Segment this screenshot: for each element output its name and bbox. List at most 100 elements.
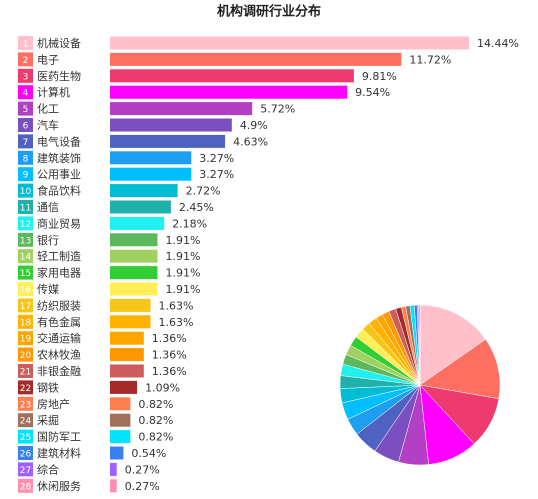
value-label: 5.72% (260, 103, 295, 116)
rank: 4 (23, 89, 29, 99)
bar (110, 216, 165, 230)
bar (110, 315, 151, 329)
category-label: 公用事业 (37, 168, 81, 181)
bar (110, 446, 124, 460)
value-label: 0.82% (138, 398, 173, 411)
category-label: 国防军工 (37, 430, 81, 444)
category-label: 交通运输 (37, 331, 81, 345)
bar (110, 36, 469, 50)
category-label: 电气设备 (37, 134, 81, 148)
bar (110, 249, 158, 263)
category-label: 机械设备 (37, 36, 81, 50)
rank-badge (18, 331, 33, 346)
value-label: 1.09% (145, 381, 180, 394)
value-label: 2.18% (172, 217, 207, 230)
value-label: 1.91% (165, 283, 200, 296)
bar (110, 282, 158, 296)
rank-badge (18, 298, 33, 313)
category-label: 电子 (37, 53, 59, 66)
rank: 12 (20, 220, 31, 230)
rank-badge (18, 429, 33, 444)
rank-badge (18, 85, 33, 100)
value-label: 4.63% (233, 135, 268, 148)
rank-badge (18, 446, 33, 460)
category-label: 农林牧渔 (37, 348, 81, 362)
value-label: 0.27% (125, 480, 160, 493)
rank: 19 (20, 335, 32, 345)
bar (110, 430, 131, 444)
rank-badge (18, 249, 33, 264)
value-label: 11.72% (409, 53, 451, 66)
category-label: 休闲服务 (37, 479, 81, 493)
chart-title: 机构调研行业分布 (217, 4, 321, 20)
category-label: 纺织服装 (37, 298, 81, 312)
bar (110, 397, 131, 411)
rank-badge (18, 101, 33, 116)
rank-badge (18, 183, 33, 198)
category-label: 轻工制造 (37, 249, 81, 263)
value-label: 1.63% (159, 299, 194, 312)
value-label: 1.91% (165, 250, 200, 263)
bar (110, 380, 138, 394)
category-label: 传媒 (37, 283, 59, 296)
value-label: 1.91% (165, 267, 200, 280)
bar (110, 102, 253, 116)
rank-badge (18, 347, 33, 362)
rank-badge (18, 52, 33, 67)
category-label: 通信 (37, 201, 59, 214)
category-label: 计算机 (37, 85, 70, 99)
rank-badge (18, 265, 33, 280)
bar (110, 364, 144, 378)
rank-badge (18, 36, 33, 50)
value-label: 1.36% (152, 332, 187, 345)
category-label: 采掘 (37, 413, 59, 427)
rank: 2 (23, 56, 29, 66)
rank: 27 (20, 466, 31, 476)
bar (110, 413, 131, 427)
value-label: 9.81% (362, 70, 397, 83)
rank-badge (18, 282, 33, 296)
rank-badge (18, 314, 33, 329)
rank-badge (18, 364, 33, 378)
category-label: 房地产 (37, 397, 70, 411)
rank: 22 (20, 384, 31, 394)
value-label: 9.54% (355, 86, 390, 99)
rank-badge (18, 134, 33, 149)
category-label: 钢铁 (37, 381, 59, 394)
rank-badge (18, 413, 33, 428)
bar (110, 184, 178, 198)
rank-badge (18, 478, 33, 493)
pie-slice (419, 338, 501, 400)
pie-slice (418, 304, 421, 386)
category-label: 商业贸易 (37, 216, 81, 230)
bar (110, 134, 226, 148)
value-label: 0.27% (125, 463, 160, 476)
rank-badge (18, 167, 33, 182)
rank: 7 (23, 138, 29, 148)
category-label: 医药生物 (37, 69, 81, 83)
rank: 25 (20, 433, 31, 443)
value-label: 0.54% (131, 447, 166, 460)
rank: 6 (23, 122, 29, 132)
rank-badge (18, 68, 33, 83)
value-label: 1.91% (165, 234, 200, 247)
pie-slice (419, 304, 487, 386)
rank: 8 (23, 154, 29, 164)
rank-badge (18, 232, 33, 247)
bar (110, 69, 354, 83)
category-label: 银行 (37, 233, 59, 247)
category-label: 建筑材料 (37, 446, 81, 460)
rank: 28 (20, 482, 32, 492)
bar (110, 348, 144, 362)
rank-badge (18, 380, 33, 395)
category-label: 汽车 (37, 118, 59, 132)
bar (110, 298, 151, 312)
value-label: 2.72% (186, 185, 221, 198)
rank: 13 (20, 236, 31, 246)
category-label: 有色金属 (37, 315, 81, 329)
category-label: 家用电器 (37, 266, 81, 280)
category-label: 非银金融 (37, 364, 81, 378)
value-label: 1.36% (152, 349, 187, 362)
